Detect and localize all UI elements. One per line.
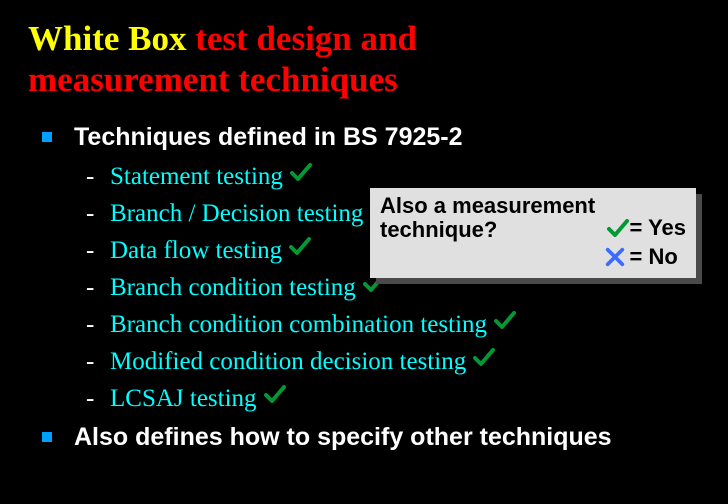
bullet-square-icon [42,132,52,142]
technique-item: -Branch condition combination testing [86,306,700,343]
check-icon [282,232,312,269]
dash: - [86,232,100,269]
dash: - [86,158,100,195]
technique-label: Data flow testing [110,232,282,269]
dash: - [86,343,100,380]
bullet-item-2: Also defines how to specify other techni… [42,423,700,452]
check-icon [466,343,496,380]
technique-label: Modified condition decision testing [110,343,466,380]
dash: - [86,380,100,417]
legend-no-label: = No [630,243,678,272]
dash: - [86,269,100,306]
legend-no-row: = No [600,243,687,272]
bullet-2-text: Also defines how to specify other techni… [74,423,612,452]
check-icon [283,158,313,195]
check-icon [487,306,517,343]
title-highlight: White Box [28,19,186,58]
bullet-square-icon [42,432,52,442]
dash: - [86,195,100,232]
title-line-2: measurement techniques [28,59,700,100]
check-icon [257,380,287,417]
dash: - [86,306,100,343]
bullet-item-1: Techniques defined in BS 7925-2 [42,123,700,152]
legend-yes-label: = Yes [630,214,687,243]
legend-box: Also a measurement technique? = Yes = No [370,188,696,278]
technique-item: -LCSAJ testing [86,380,700,417]
title-rest-1: test design and [186,19,416,58]
technique-label: Statement testing [110,158,283,195]
technique-label: Branch condition testing [110,269,356,306]
cross-icon [600,246,630,268]
technique-label: Branch / Decision testing [110,195,363,232]
bullet-1-text: Techniques defined in BS 7925-2 [74,123,463,152]
technique-label: Branch condition combination testing [110,306,487,343]
slide-title: White Box test design and measurement te… [28,18,700,101]
check-icon [600,215,630,241]
legend-content: Also a measurement technique? = Yes = No [370,188,696,278]
legend-yes-row: = Yes [600,214,687,243]
technique-item: -Modified condition decision testing [86,343,700,380]
technique-label: LCSAJ testing [110,380,257,417]
